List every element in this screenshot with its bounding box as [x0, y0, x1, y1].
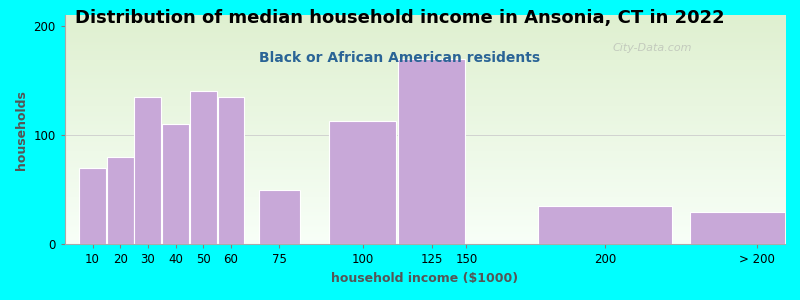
Text: Black or African American residents: Black or African American residents — [259, 51, 541, 65]
Bar — [398, 59, 466, 244]
Bar — [259, 190, 300, 244]
X-axis label: household income ($1000): household income ($1000) — [331, 272, 518, 285]
Bar — [162, 124, 189, 244]
Bar — [134, 97, 162, 244]
Bar — [329, 121, 396, 244]
Text: Distribution of median household income in Ansonia, CT in 2022: Distribution of median household income … — [75, 9, 725, 27]
Y-axis label: households: households — [15, 90, 28, 170]
Bar — [106, 157, 134, 244]
Bar — [190, 92, 217, 244]
Text: City-Data.com: City-Data.com — [612, 43, 692, 52]
Bar — [690, 212, 800, 244]
Bar — [79, 168, 106, 244]
Bar — [218, 97, 245, 244]
Bar — [538, 206, 672, 244]
